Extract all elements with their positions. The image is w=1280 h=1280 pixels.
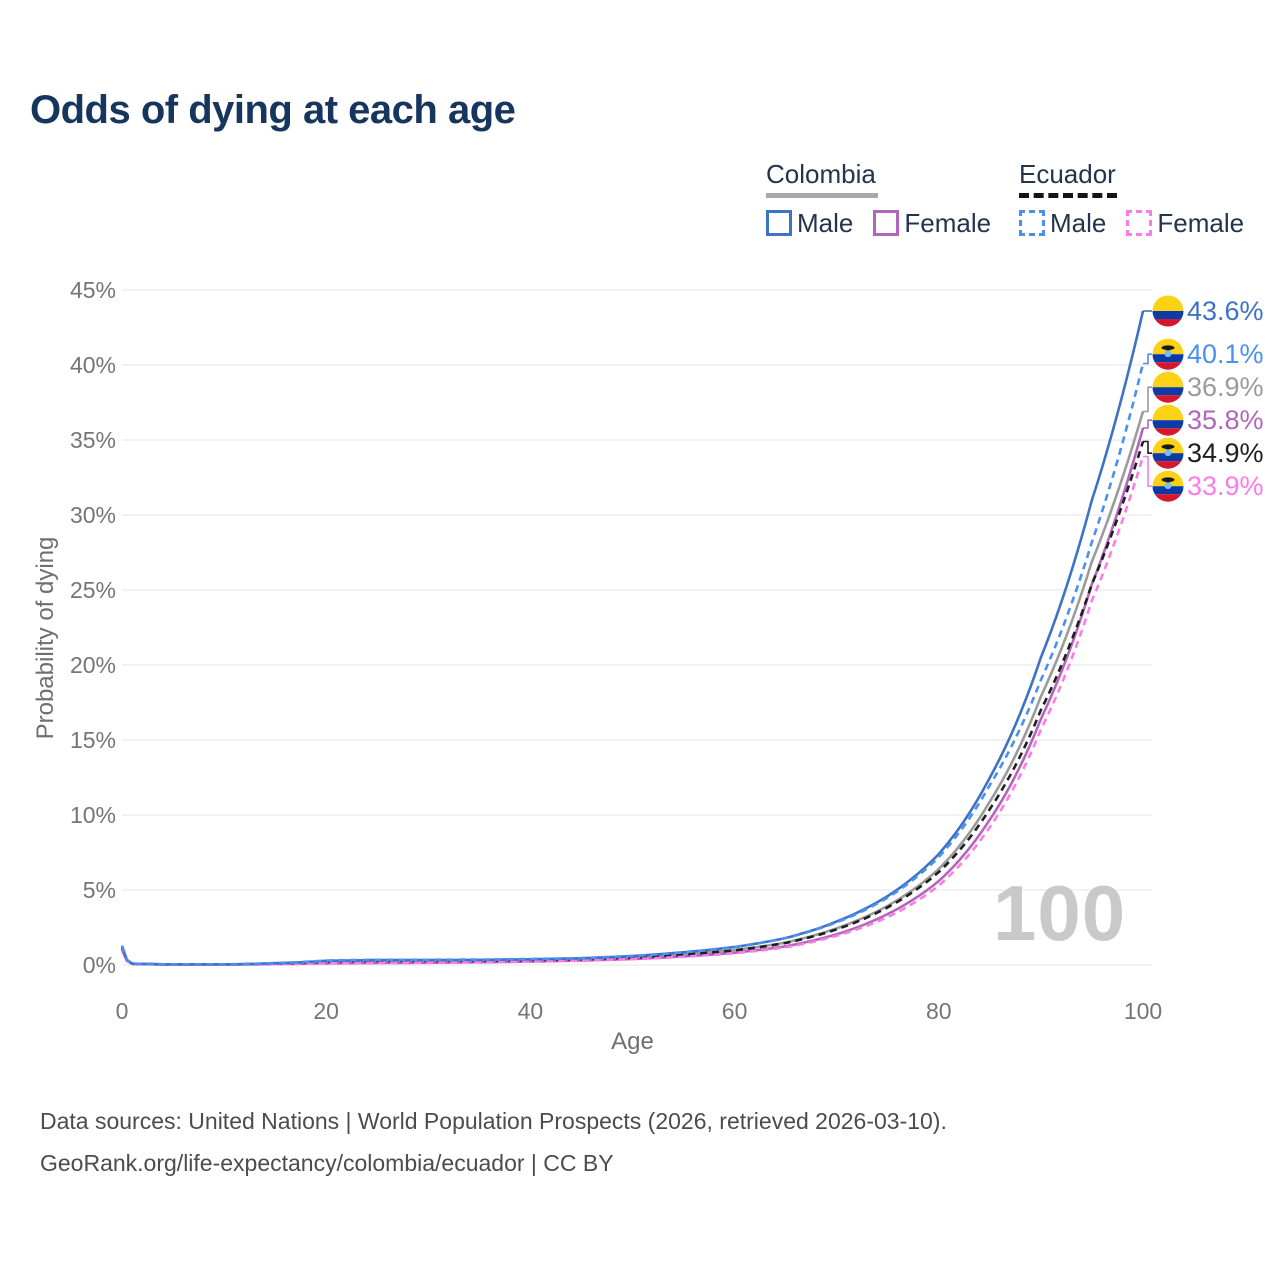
- colombia-flag-icon: [1152, 371, 1184, 403]
- y-tick-40: 40%: [70, 352, 116, 378]
- ecuador-male-swatch-icon: [1019, 210, 1045, 237]
- x-tick-20: 20: [313, 998, 339, 1024]
- series-line-colombia-female[interactable]: [120, 427, 1145, 966]
- colombia-flag-icon: [1152, 295, 1184, 327]
- x-tick-60: 60: [722, 998, 748, 1024]
- ecuador-flag-icon: [1152, 338, 1184, 370]
- y-tick-45: 45%: [70, 277, 116, 303]
- legend-group-ecuador: Ecuador Male Female: [1019, 160, 1244, 239]
- leader-line-ecuador-both-sexes: [1143, 440, 1152, 455]
- x-tick-80: 80: [926, 998, 952, 1024]
- y-tick-20: 20%: [70, 652, 116, 678]
- y-tick-25: 25%: [70, 577, 116, 603]
- x-tick-100: 100: [1124, 998, 1162, 1024]
- legend-label-colombia-male: Male: [797, 207, 854, 238]
- y-tick-5: 5%: [83, 877, 116, 903]
- ecuador-flag-icon: [1152, 470, 1184, 502]
- x-axis-title: Age: [611, 1028, 654, 1055]
- end-label-colombia-male: 43.6%: [1187, 296, 1264, 326]
- y-tick-0: 0%: [83, 952, 116, 978]
- y-axis-title: Probability of dying: [32, 536, 59, 740]
- y-tick-15: 15%: [70, 727, 116, 753]
- legend-label-colombia-female: Female: [904, 207, 992, 238]
- ecuador-female-swatch-icon: [1126, 210, 1153, 237]
- colombia-male-swatch-icon: [766, 210, 792, 237]
- end-label-ecuador-female: 33.9%: [1187, 471, 1264, 501]
- x-tick-40: 40: [518, 998, 544, 1024]
- legend-label-ecuador-male: Male: [1050, 207, 1107, 238]
- legend-group-colombia: Colombia Male Female: [766, 160, 991, 239]
- series-line-ecuador-both-sexes[interactable]: [120, 441, 1145, 966]
- colombia-female-swatch-icon: [873, 210, 900, 237]
- end-label-colombia-both-sexes: 36.9%: [1187, 372, 1264, 402]
- page-title: Odds of dying at each age: [30, 88, 516, 132]
- series-line-colombia-male[interactable]: [120, 310, 1145, 966]
- series-line-colombia-both-sexes[interactable]: [120, 411, 1145, 966]
- legend-item-ecuador-female[interactable]: Female: [1126, 208, 1244, 239]
- legend-underline-ecuador: [1019, 192, 1117, 198]
- legend-label-ecuador-female: Female: [1157, 207, 1245, 238]
- ecuador-flag-icon: [1152, 437, 1184, 469]
- legend-header-ecuador[interactable]: Ecuador: [1019, 159, 1116, 189]
- legend-item-colombia-male[interactable]: Male: [766, 208, 853, 239]
- legend-item-colombia-female[interactable]: Female: [873, 208, 991, 239]
- x-tick-0: 0: [116, 998, 129, 1024]
- leader-line-colombia-both-sexes: [1143, 386, 1152, 413]
- footer-attribution: GeoRank.org/life-expectancy/colombia/ecu…: [40, 1150, 614, 1176]
- footer-data-sources: Data sources: United Nations | World Pop…: [40, 1108, 947, 1134]
- legend-header-colombia[interactable]: Colombia: [766, 159, 876, 189]
- legend-underline-colombia: [766, 192, 878, 198]
- end-label-ecuador-both-sexes: 34.9%: [1187, 438, 1264, 468]
- series-line-ecuador-female[interactable]: [120, 456, 1145, 966]
- end-label-ecuador-male: 40.1%: [1187, 339, 1264, 369]
- leader-line-ecuador-female: [1143, 455, 1152, 488]
- colombia-flag-icon: [1152, 404, 1184, 436]
- y-tick-30: 30%: [70, 502, 116, 528]
- y-tick-35: 35%: [70, 427, 116, 453]
- series-line-ecuador-male[interactable]: [120, 363, 1145, 966]
- leader-line-ecuador-male: [1143, 353, 1152, 365]
- watermark-age-100: 100: [993, 869, 1127, 957]
- end-label-colombia-female: 35.8%: [1187, 405, 1264, 435]
- y-tick-10: 10%: [70, 802, 116, 828]
- leader-line-colombia-female: [1143, 419, 1152, 429]
- legend-item-ecuador-male[interactable]: Male: [1019, 208, 1106, 239]
